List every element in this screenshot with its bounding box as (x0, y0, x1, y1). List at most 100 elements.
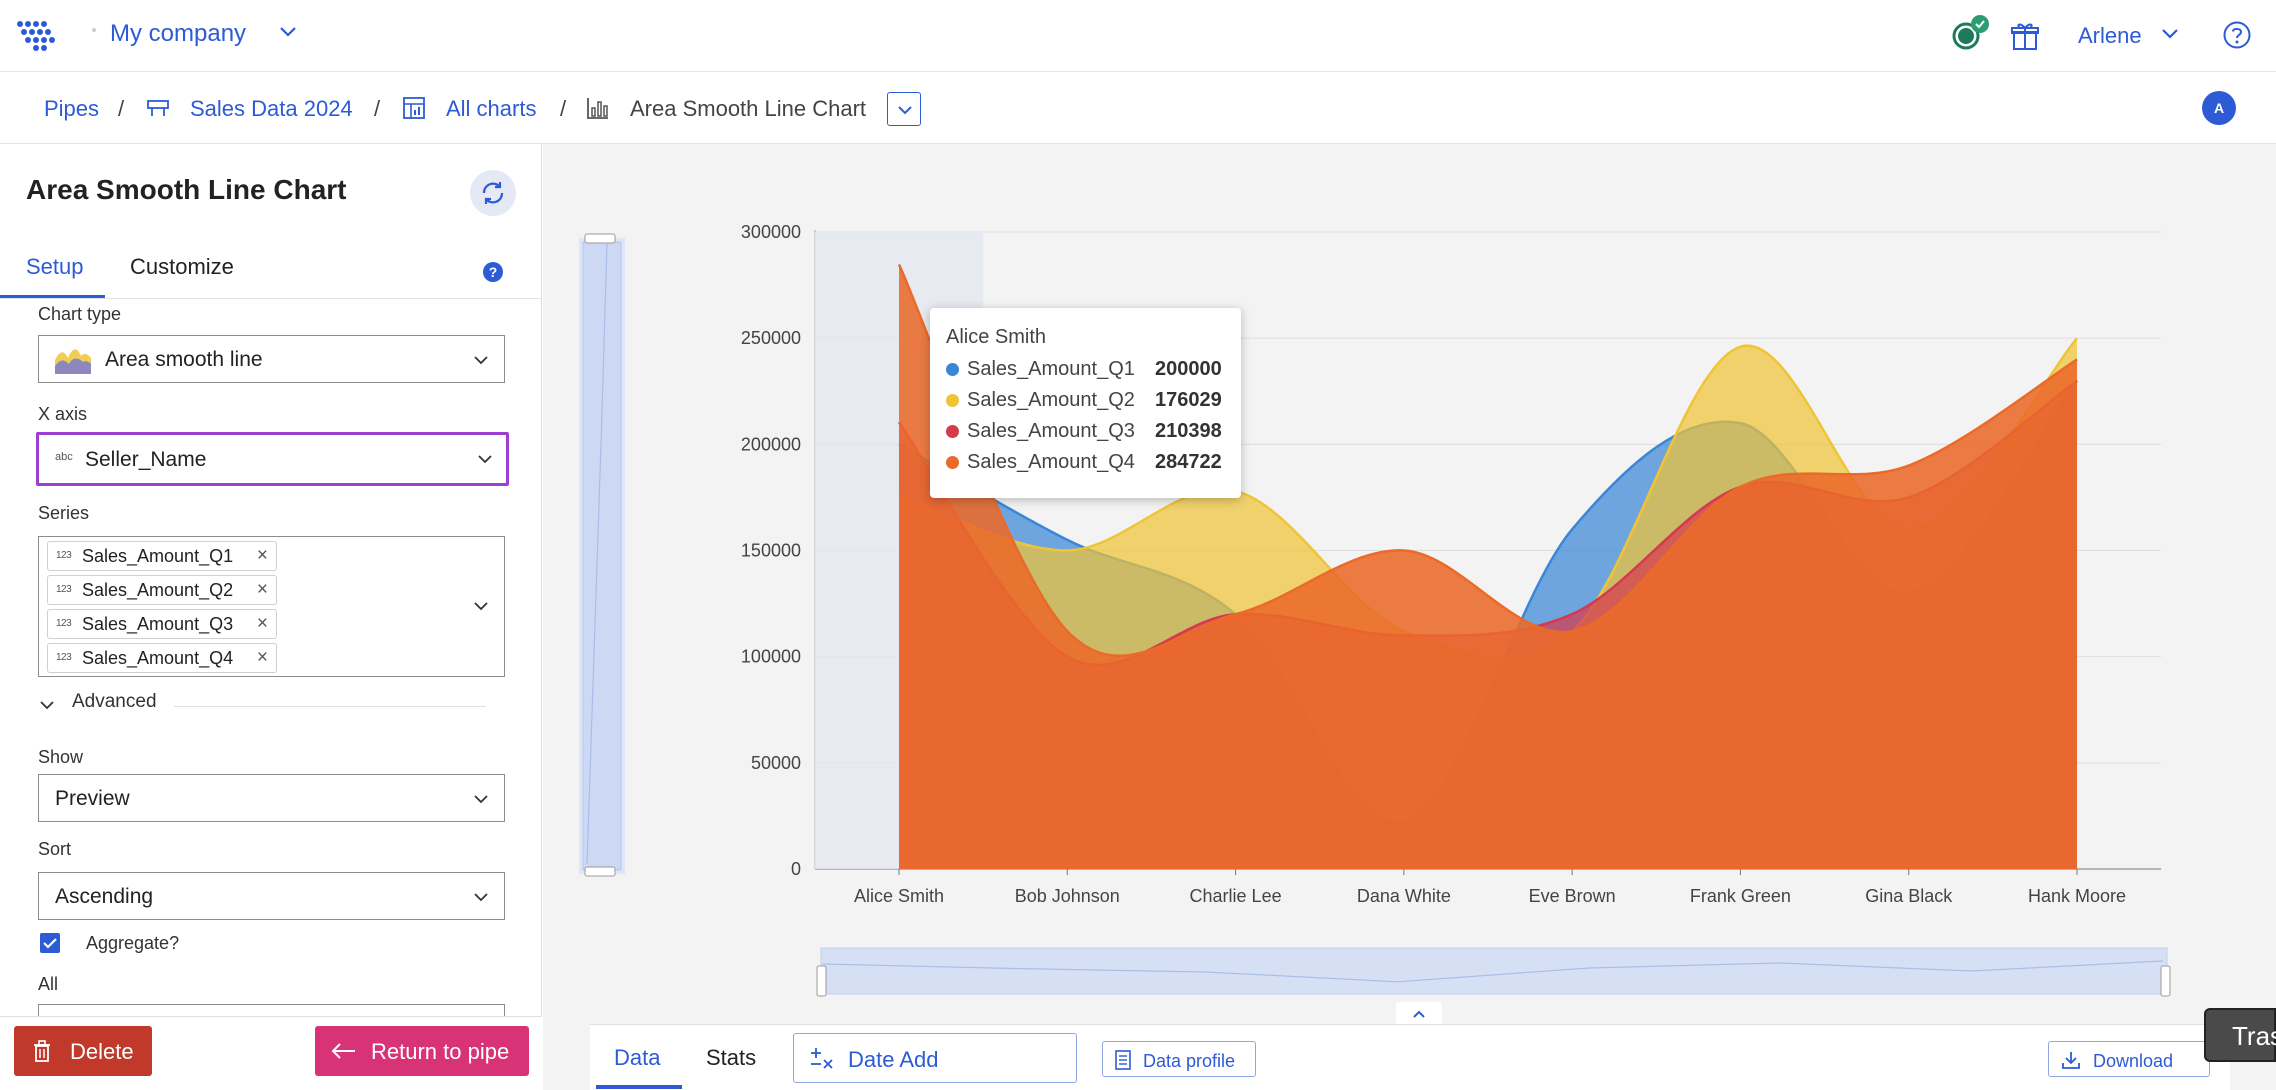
user-chevron-down-icon[interactable] (2160, 26, 2180, 42)
x-tick-label: Dana White (1357, 886, 1451, 906)
vertical-zoom-window[interactable] (582, 241, 622, 871)
chevron-down-icon (474, 893, 488, 902)
y-tick-label: 300000 (741, 222, 801, 242)
tab-stats[interactable]: Stats (706, 1045, 757, 1070)
remove-chip-icon[interactable]: × (256, 613, 268, 634)
y-tick-label: 50000 (751, 753, 801, 773)
breadcrumb-dataset[interactable]: Sales Data 2024 (190, 96, 353, 121)
zoom-handle-left[interactable] (816, 965, 827, 997)
horizontal-zoom-preview-line (822, 960, 2164, 983)
zoom-handle-top[interactable] (584, 233, 616, 244)
panel-actions: Delete Return to pipe (0, 1016, 542, 1090)
series-area-4[interactable] (899, 264, 2077, 869)
chevron-down-icon (898, 106, 912, 115)
chart-type-select[interactable]: Area smooth line (38, 335, 505, 383)
zoom-handle-right[interactable] (2160, 965, 2171, 997)
tooltip-value: 284722 (1155, 451, 1222, 473)
date-add-button[interactable]: Date Add (793, 1033, 1077, 1083)
chevron-down-icon (478, 455, 492, 464)
x-tick-label: Hank Moore (2028, 886, 2126, 906)
series-chip[interactable]: 123 Sales_Amount_Q4 × (47, 643, 277, 673)
breadcrumb-separator: / (560, 96, 567, 121)
chart-type-label: Chart type (38, 304, 122, 324)
zoom-handle-bottom[interactable] (584, 866, 616, 877)
data-panel-bar: Data Stats Date Add Data profile Downloa… (590, 1024, 2230, 1090)
y-tick-label: 200000 (741, 434, 801, 454)
remove-chip-icon[interactable]: × (256, 545, 268, 566)
breadcrumb-current-chart: Area Smooth Line Chart (630, 96, 867, 121)
return-to-pipe-button[interactable]: Return to pipe (315, 1026, 529, 1076)
chart-switch-dropdown[interactable] (887, 92, 921, 126)
gift-icon[interactable] (2010, 20, 2040, 52)
horizontal-zoom-track[interactable] (820, 947, 2168, 995)
vertical-zoom-preview-line (586, 243, 608, 865)
breadcrumb-separator: / (118, 96, 125, 121)
tab-data[interactable]: Data (614, 1045, 661, 1070)
show-label: Show (38, 747, 84, 767)
y-tick-label: 0 (791, 859, 801, 879)
breadcrumb-all-charts[interactable]: All charts (446, 96, 537, 121)
series-multiselect[interactable]: 123 Sales_Amount_Q1 × 123 Sales_Amount_Q… (38, 536, 505, 677)
top-bar: My company Arlene (0, 0, 2276, 72)
avatar[interactable]: A (2202, 91, 2236, 125)
tooltip-value: 210398 (1155, 420, 1222, 442)
x-tick-label: Alice Smith (854, 886, 944, 906)
chevron-up-icon (1413, 1010, 1425, 1018)
tab-setup[interactable]: Setup (26, 254, 84, 279)
user-name[interactable]: Arlene (2078, 23, 2142, 48)
aggregate-checkbox[interactable] (40, 933, 60, 953)
show-select[interactable]: Preview (38, 774, 505, 822)
tooltip-title: Alice Smith (946, 326, 1047, 348)
y-tick-label: 150000 (741, 541, 801, 561)
download-icon (2062, 1052, 2080, 1069)
tooltip-row: Sales_Amount_Q1 (946, 358, 1135, 381)
tooltip-value: 200000 (1155, 358, 1222, 380)
arrow-left-icon (331, 1043, 355, 1059)
sync-status-icon[interactable] (1950, 14, 1994, 54)
x-tick-label: Charlie Lee (1190, 886, 1282, 906)
remove-chip-icon[interactable]: × (256, 647, 268, 668)
chevron-down-icon (474, 795, 488, 804)
chart-setup-panel: Area Smooth Line Chart Setup Customize ?… (0, 144, 542, 1090)
breadcrumb-separator: / (374, 96, 381, 121)
delete-button[interactable]: Delete (14, 1026, 152, 1076)
tabs-divider (0, 298, 542, 299)
active-tab-indicator (0, 295, 105, 299)
help-icon[interactable]: ? (482, 261, 504, 283)
company-chevron-down-icon[interactable] (278, 24, 298, 40)
expand-data-panel-button[interactable] (1396, 1002, 1442, 1026)
refresh-button[interactable] (470, 170, 516, 216)
checkmark-icon (43, 938, 57, 949)
breadcrumb-pipes[interactable]: Pipes (44, 96, 100, 121)
text-type-badge: abc (55, 451, 73, 463)
company-logo-icon[interactable] (16, 18, 60, 52)
data-profile-button[interactable]: Data profile (1102, 1041, 1256, 1077)
company-name[interactable]: My company (110, 20, 247, 47)
chevron-down-icon (474, 356, 488, 365)
sort-select[interactable]: Ascending (38, 872, 505, 920)
trash-tooltip: Tras (2204, 1008, 2276, 1062)
tooltip-row: Sales_Amount_Q4 (946, 451, 1135, 474)
tooltip-row: Sales_Amount_Q3 (946, 420, 1135, 443)
chevron-down-icon[interactable] (38, 696, 56, 714)
help-icon[interactable] (2222, 20, 2252, 50)
panel-title: Area Smooth Line Chart (26, 174, 347, 205)
series-line-4[interactable] (897, 263, 2078, 657)
series-chip[interactable]: 123 Sales_Amount_Q3 × (47, 609, 277, 639)
series-chip[interactable]: 123 Sales_Amount_Q1 × (47, 541, 277, 571)
sort-label: Sort (38, 839, 72, 859)
download-button[interactable]: Download (2048, 1041, 2210, 1077)
chevron-down-icon (474, 602, 488, 611)
area-chart-icon (55, 349, 91, 374)
x-axis-label: X axis (38, 404, 88, 424)
series-chip[interactable]: 123 Sales_Amount_Q2 × (47, 575, 277, 605)
advanced-toggle[interactable]: Advanced (72, 691, 157, 712)
formula-icon (811, 1048, 833, 1069)
remove-chip-icon[interactable]: × (256, 579, 268, 600)
x-axis-select[interactable]: abc Seller_Name (36, 432, 509, 486)
area-chart[interactable]: 300000 250000 200000 150000 100000 50000 0 Alic… (543, 144, 2276, 1024)
all-label: All (38, 974, 59, 994)
tab-customize[interactable]: Customize (130, 254, 234, 279)
x-tick-label: Eve Brown (1529, 886, 1616, 906)
y-tick-label: 100000 (741, 647, 801, 667)
